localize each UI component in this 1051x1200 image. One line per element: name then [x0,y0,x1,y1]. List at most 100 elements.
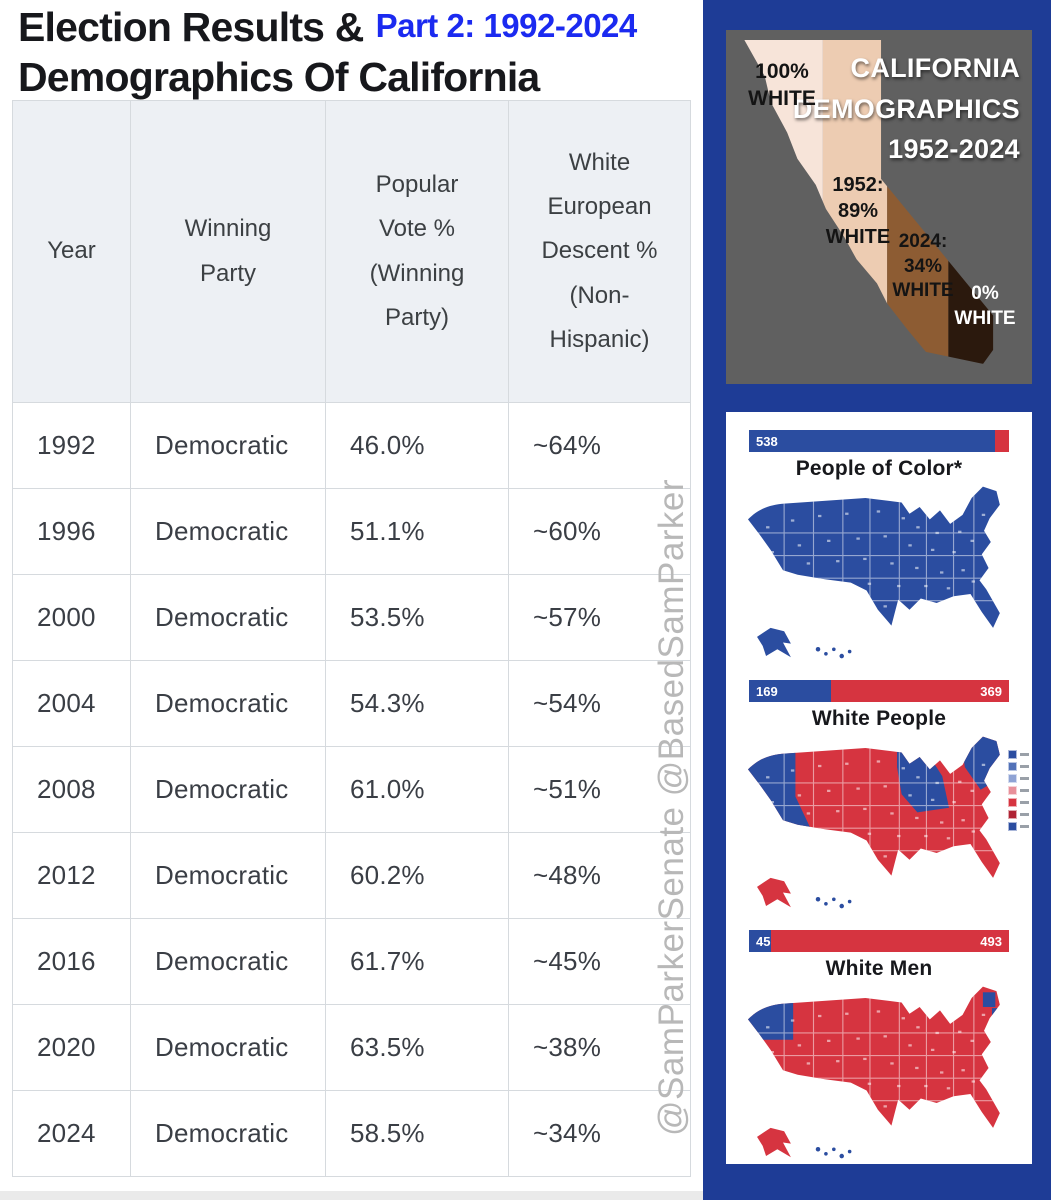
vote-cell: 58.5% [325,1090,509,1177]
white-pct-cell: ~51% [508,746,691,833]
col-header-year: Year [12,100,131,403]
main-title-line1: Election Results & Part 2: 1992-2024 [18,2,703,52]
blue-region-new-england-1 [982,992,996,1007]
ca-band-label: 100% WHITE [748,60,816,111]
vote-cell: 61.0% [325,746,509,833]
california-map [744,40,994,364]
bottom-strip [0,1191,703,1200]
year-cell: 2012 [12,832,131,919]
watermark-text: @SamParkerSenate @BasedSamParker [652,478,691,1136]
white-pct-cell: ~64% [508,402,691,489]
year-cell: 2024 [12,1090,131,1177]
results-table-body: 1992 Democratic 46.0% ~64% 1996 Democratic 51.… [12,402,691,1177]
party-cell: Democratic [130,402,326,489]
bar-rep [995,430,1009,452]
legend-swatch [1008,810,1017,819]
map-block: 45 493 White Men [726,912,1032,1162]
party-cell: Democratic [130,660,326,747]
legend-item [1008,774,1029,783]
legend-item [1008,822,1029,831]
col-header-popular-vote: Popular Vote % (Winning Party) [325,100,509,403]
legend-swatch [1008,786,1017,795]
vote-cell: 63.5% [325,1004,509,1091]
vote-cell: 46.0% [325,402,509,489]
legend-swatch [1008,774,1017,783]
legend-label-line [1020,789,1029,792]
year-cell: 2020 [12,1004,131,1091]
bar-rep-label: 493 [980,933,1002,949]
map-block: 169 369 White People [726,662,1032,912]
year-cell: 1996 [12,488,131,575]
party-cell: Democratic [130,918,326,1005]
bar-dem: 169 [749,680,831,702]
legend-item [1008,750,1029,759]
blue-region-west-coast [747,744,816,840]
electoral-bar: 45 493 [749,930,1009,952]
bar-dem-label: 45 [756,933,771,949]
table-row: 1992 Democratic 46.0% ~64% [12,402,691,489]
ca-title-line1: CALIFORNIA [850,53,1020,83]
table-row: 2012 Democratic 60.2% ~48% [12,832,691,919]
part-label: Part 2: 1992-2024 [375,7,638,44]
table-row: 1996 Democratic 51.1% ~60% [12,488,691,575]
map-title: White Men [825,957,933,980]
map-block: 538 People of Color* [726,412,1032,662]
us-map-white-men [747,986,1000,1159]
party-cell: Democratic [130,488,326,575]
table-row: 2000 Democratic 53.5% ~57% [12,574,691,661]
legend-swatch [1008,822,1017,831]
vote-cell: 51.1% [325,488,509,575]
year-cell: 2004 [12,660,131,747]
ca-title-line3: 1952-2024 [888,134,1020,164]
bar-dem-label: 169 [756,683,778,699]
legend-swatch [1008,762,1017,771]
ca-title-line2: DEMOGRAPHICS [792,93,1020,124]
bar-rep-label: 369 [980,683,1002,699]
table-row: 2024 Democratic 58.5% ~34% [12,1090,691,1177]
year-cell: 2016 [12,918,131,1005]
us-map-people-of-color [747,486,1000,659]
title-block: Election Results & Part 2: 1992-2024 Demo… [18,2,703,102]
party-cell: Democratic [130,1090,326,1177]
party-cell: Democratic [130,746,326,833]
map-title: People of Color* [795,457,963,480]
legend-label-line [1020,825,1029,828]
electoral-bar: 169 369 [749,680,1009,702]
electoral-bar: 538 [749,430,1009,452]
main-title-text1: Election Results & [18,4,364,50]
california-demographics-panel: CALIFORNIA DEMOGRAPHICS 1952-2024 100% W… [726,30,1032,384]
legend-swatch [1008,750,1017,759]
legend-label-line [1020,765,1029,768]
bar-dem-label: 538 [756,433,778,449]
white-pct-cell: ~45% [508,918,691,1005]
map-title: White People [811,707,947,730]
white-pct-cell: ~60% [508,488,691,575]
us-map-white-people [747,736,1000,909]
table-row: 2008 Democratic 61.0% ~51% [12,746,691,833]
legend-item [1008,810,1029,819]
year-cell: 1992 [12,402,131,489]
legend-label-line [1020,753,1029,756]
table-row: 2020 Democratic 63.5% ~38% [12,1004,691,1091]
vote-cell: 60.2% [325,832,509,919]
legend-label-line [1020,777,1029,780]
ca-band-label: 1952: 89% WHITE [825,174,891,248]
bar-dem: 538 [749,430,995,452]
legend-label-line [1020,801,1029,804]
white-pct-cell: ~38% [508,1004,691,1091]
party-cell: Democratic [130,574,326,661]
bar-rep: 369 [830,680,1009,702]
year-cell: 2008 [12,746,131,833]
col-header-winning-party: Winning Party [130,100,326,403]
white-pct-cell: ~34% [508,1090,691,1177]
ca-band-label: 2024: 34% WHITE [892,231,954,302]
legend-label-line [1020,813,1029,816]
table-header-row: Year Winning Party Popular Vote % (Winni… [12,100,691,403]
vote-cell: 61.7% [325,918,509,1005]
map-legend [1008,750,1029,831]
vote-cell: 53.5% [325,574,509,661]
table-row: 2004 Democratic 54.3% ~54% [12,660,691,747]
results-table: Year Winning Party Popular Vote % (Winni… [12,100,691,1177]
year-cell: 2000 [12,574,131,661]
ca-band-label: 0% WHITE [954,283,1016,329]
